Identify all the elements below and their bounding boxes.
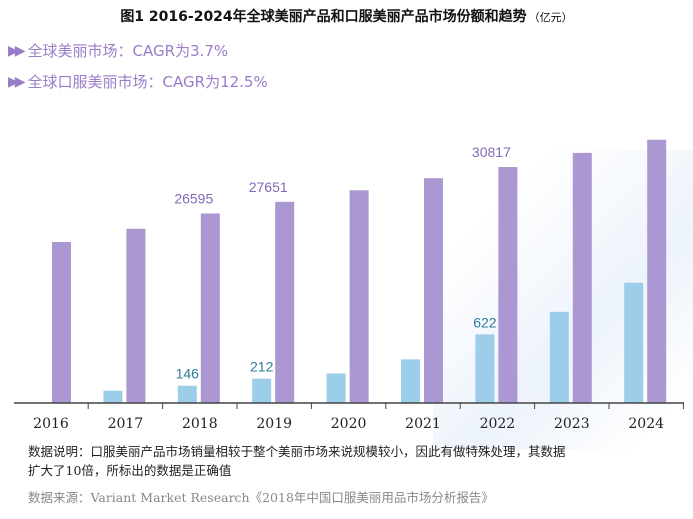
data-label: 27651 (249, 179, 288, 195)
data-label: 26595 (174, 190, 213, 206)
data-note-line-1: 数据说明：口服美丽产品市场销量相较于整个美丽市场来说规模较小，因此有做特殊处理，… (28, 444, 566, 459)
bar-oral-beauty (103, 390, 123, 403)
bar-global-beauty (200, 213, 220, 403)
legend-marker-icon: ▶▶ (8, 73, 25, 90)
bar-global-beauty (647, 139, 667, 403)
bar-oral-beauty (475, 334, 495, 403)
x-tick-label: 2019 (256, 416, 292, 432)
data-label: 30817 (472, 144, 511, 160)
x-tick-label: 2020 (331, 416, 367, 432)
bar-global-beauty (126, 228, 146, 403)
x-tick-label: 2023 (554, 416, 590, 432)
bar-global-beauty (52, 242, 71, 403)
bar-oral-beauty (401, 359, 420, 403)
bar-chart: 2016 2017 2018 2019 2020 2021 2022 2023 2024 2659… (14, 139, 684, 432)
x-tick-label: 2016 (33, 416, 69, 432)
x-tick-label: 2018 (182, 416, 218, 432)
bar-oral-beauty (549, 311, 569, 403)
bar-oral-beauty (177, 385, 197, 403)
data-label: 212 (250, 359, 274, 375)
data-note: 数据说明：口服美丽产品市场销量相较于整个美丽市场来说规模较小，因此有做特殊处理，… (28, 442, 678, 480)
chart-title-unit: （亿元） (528, 11, 573, 24)
legend-item-oral-beauty: ▶▶ 全球口服美丽市场：CAGR为12.5% (8, 71, 268, 92)
bar-global-beauty (424, 178, 443, 403)
bar-global-beauty (275, 201, 295, 403)
bar-oral-beauty (252, 378, 272, 403)
legend-marker-icon: ▶▶ (8, 42, 25, 59)
bar-global-beauty (572, 152, 592, 403)
x-tick-label: 2017 (108, 416, 144, 432)
x-tick-label: 2022 (480, 416, 516, 432)
bar-global-beauty (498, 167, 518, 403)
bar-oral-beauty (624, 282, 644, 403)
x-tick-label: 2021 (405, 416, 441, 432)
legend-label: 全球美丽市场：CAGR为3.7% (27, 42, 229, 60)
bar-global-beauty (349, 190, 369, 403)
chart-title-text: 图1 2016-2024年全球美丽产品和口服美丽产品市场份额和趋势 (120, 9, 527, 25)
chart-title: 图1 2016-2024年全球美丽产品和口服美丽产品市场份额和趋势 （亿元） (0, 6, 693, 26)
data-label: 622 (473, 314, 497, 330)
data-source: 数据来源：Variant Market Research《2018年中国口服美丽… (28, 490, 494, 505)
bar-oral-beauty (326, 373, 346, 403)
legend-item-global-beauty: ▶▶ 全球美丽市场：CAGR为3.7% (8, 40, 228, 61)
legend-label: 全球口服美丽市场：CAGR为12.5% (27, 73, 268, 91)
x-tick-label: 2024 (628, 416, 664, 432)
data-note-line-2: 扩大了10倍，所标出的数据是正确值 (28, 463, 232, 478)
data-label: 146 (176, 366, 200, 382)
